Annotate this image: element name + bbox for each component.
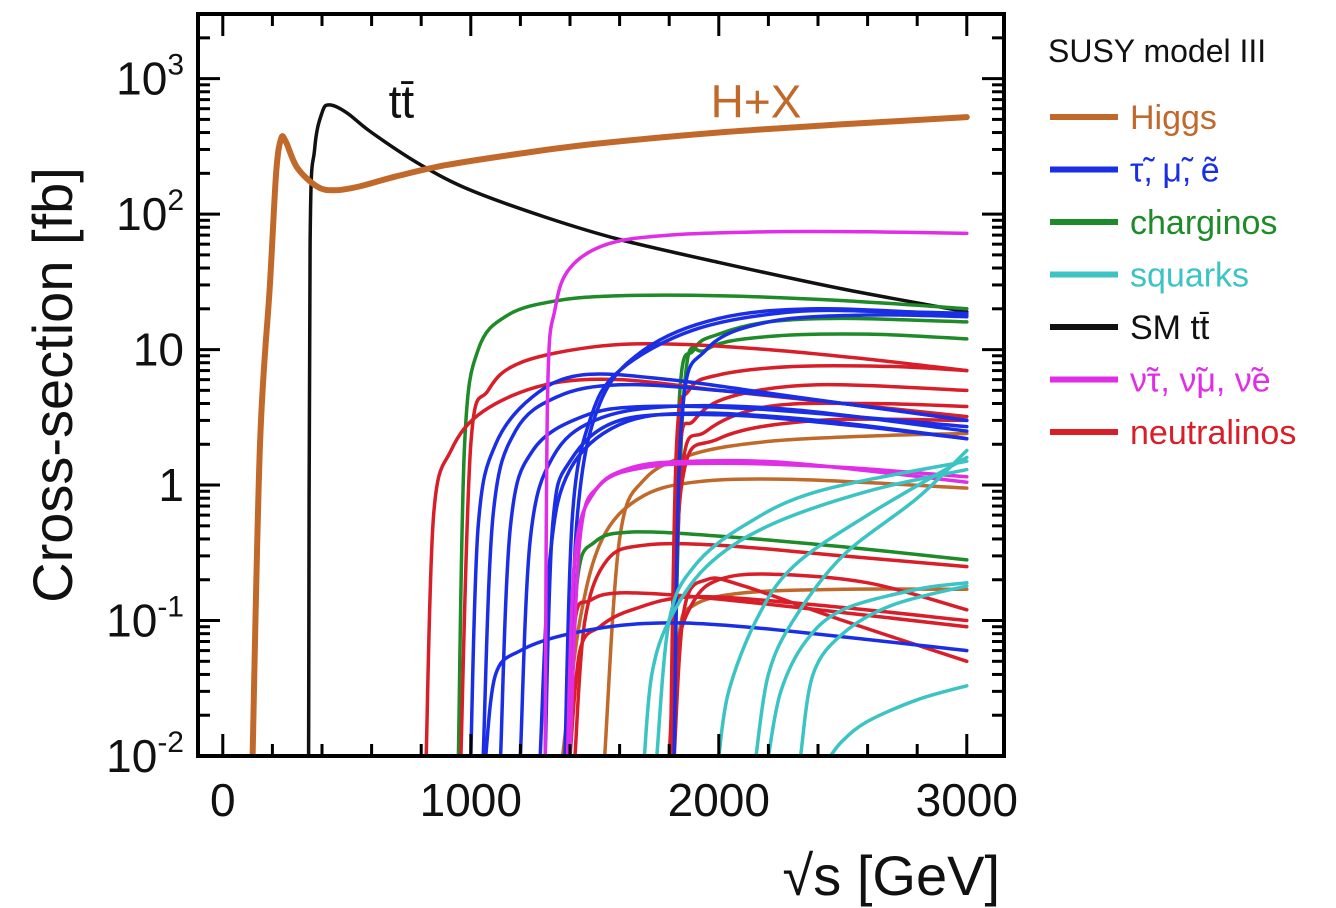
y-tick-label: 10-2 (106, 726, 184, 782)
x-tick-label: 1000 (420, 774, 522, 826)
x-tick-label: 3000 (916, 774, 1018, 826)
x-axis-title: √s [GeV] (783, 844, 1000, 907)
legend-label: neutralinos (1130, 414, 1296, 452)
series-line-higgs (560, 477, 969, 756)
y-axis-title: Cross-section [fb] (21, 167, 84, 603)
legend-title: SUSY model III (1048, 33, 1266, 69)
series-line-squarks (798, 584, 969, 756)
y-tick-label: 102 (116, 184, 184, 240)
series-line-stau-smuon-selectron (481, 382, 969, 756)
series-line-neutralinos (573, 541, 969, 756)
series-line-squarks (754, 448, 969, 756)
annotation-label: H+X (711, 76, 802, 128)
legend-label: charginos (1130, 204, 1277, 242)
y-tick-label: 10-1 (106, 591, 184, 647)
plot-frame (196, 12, 1006, 758)
legend-label: Higgs (1130, 99, 1217, 137)
series-line-squarks (717, 455, 969, 756)
y-tick-label: 1 (158, 459, 184, 511)
series-line-stau-smuon-selectron (483, 621, 969, 756)
series-line-neutralinos (459, 342, 969, 756)
legend: SUSY model III Higgs τ̃, μ̃, ẽ charginos sq… (1048, 33, 1296, 452)
x-tick-label: 0 (210, 774, 236, 826)
series-line-neutralinos (668, 363, 969, 756)
annotations-layer: tt̄ H+X (389, 76, 802, 128)
series-layer (249, 103, 970, 756)
series-line-neutralinos (672, 576, 969, 756)
legend-label: ν̃τ, ν̃μ, ν̃e (1130, 362, 1271, 400)
series-line-sneutrinos (543, 229, 969, 756)
y-tick-label: 10 (133, 324, 184, 376)
series-line-squarks (642, 467, 969, 756)
y-tick-label: 103 (116, 49, 184, 105)
legend-label: SM tt̄ (1130, 309, 1210, 347)
series-line-squarks (655, 459, 969, 756)
legend-label: τ̃, μ̃, ẽ (1130, 152, 1220, 190)
series-line-squarks (766, 581, 969, 756)
series-line-higgs (249, 114, 970, 756)
series-line-stau-smuon-selectron (543, 412, 969, 756)
x-tick-label: 2000 (668, 774, 770, 826)
series-line-stau-smuon-selectron (672, 313, 969, 756)
annotation-label: tt̄ (389, 76, 415, 128)
series-line-sm-tt- (306, 103, 969, 756)
series-line-sneutrinos (568, 461, 969, 756)
series-line-squarks (828, 684, 969, 756)
legend-label: squarks (1130, 257, 1249, 295)
